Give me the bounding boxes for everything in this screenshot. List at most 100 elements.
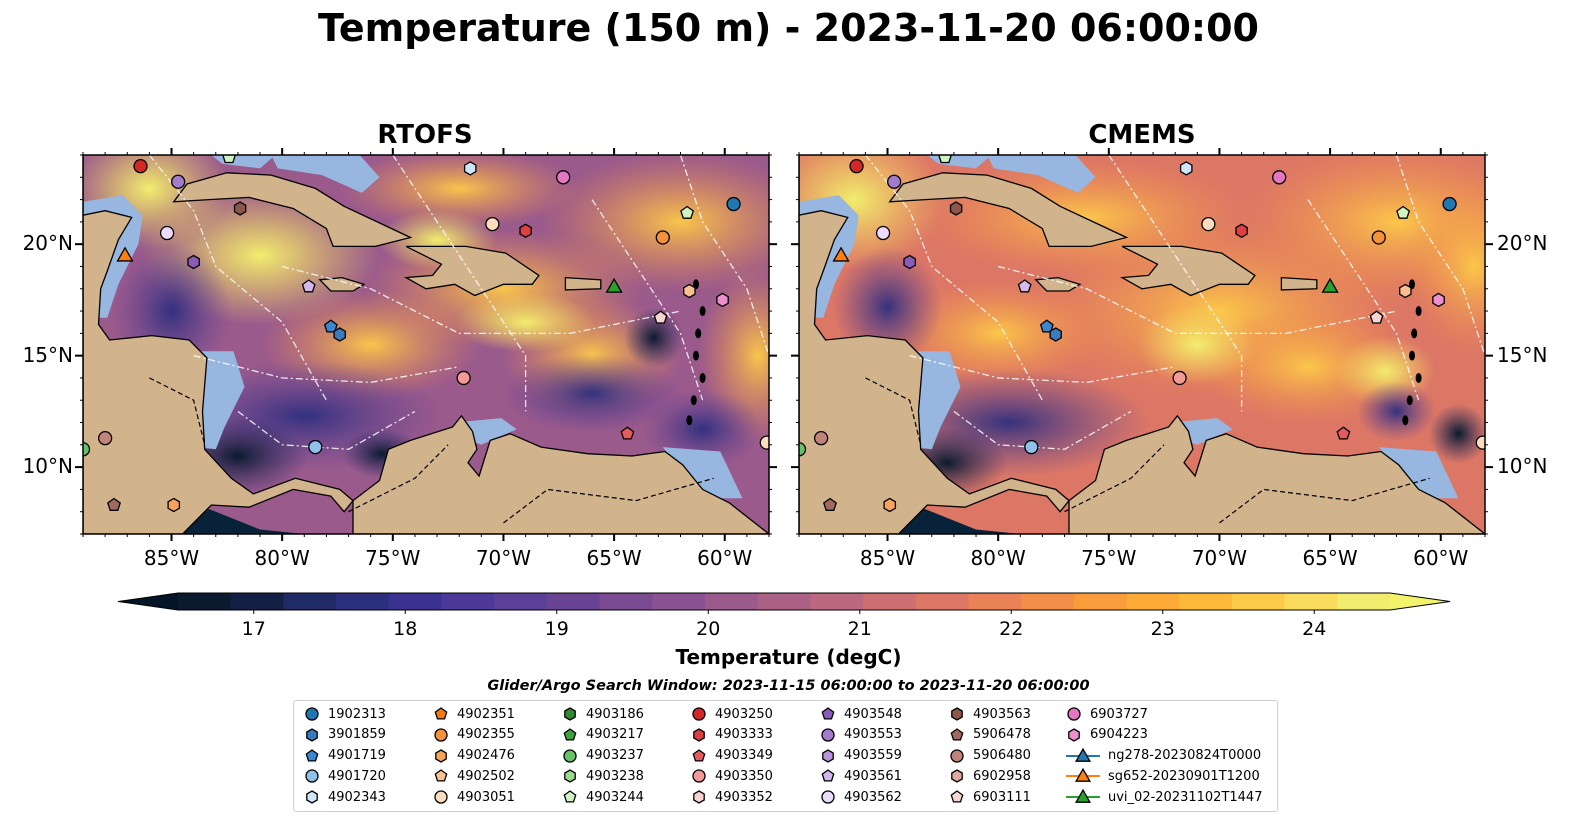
colorbar-extend-low	[118, 593, 178, 610]
float-marker-pentagon	[620, 426, 635, 440]
legend-label: 6903727	[1090, 706, 1148, 722]
float-marker-hexagon	[949, 201, 963, 216]
colorbar-segment	[704, 593, 759, 610]
float-marker-pentagon	[823, 497, 837, 511]
island	[699, 372, 706, 383]
island	[1402, 415, 1409, 426]
colorbar-segment	[968, 593, 1022, 610]
legend-marker-icon	[821, 728, 835, 742]
legend-marker-icon	[693, 790, 705, 804]
float-marker-hexagon	[716, 292, 729, 308]
map-frame	[798, 154, 1486, 535]
lon-tick-label: 70°W	[475, 546, 532, 570]
legend-item: 4903553	[820, 725, 902, 745]
legend-label: 3901859	[328, 727, 386, 743]
float-marker-circle	[849, 158, 864, 174]
legend-label: 4903562	[844, 789, 902, 805]
float-marker-circle	[456, 370, 471, 386]
float-marker-circle	[556, 170, 571, 185]
eez-boundary	[998, 265, 1397, 335]
colorbar-extend-high	[1390, 593, 1450, 610]
legend-label: 4903553	[844, 727, 902, 743]
float-marker-pentagon	[1396, 205, 1411, 219]
colorbar-tick-label: 18	[393, 618, 418, 640]
legend-symbol-hexagon	[564, 707, 576, 721]
lon-tick-label: 60°W	[1413, 546, 1469, 570]
legend-item: 6902958	[949, 766, 1031, 786]
legend-marker-icon	[950, 748, 964, 763]
float-marker-circle	[171, 174, 186, 189]
legend-item: 4903352	[691, 787, 773, 807]
island	[1415, 306, 1422, 317]
legend-label: 4901719	[328, 748, 386, 764]
lon-tick-label: 65°W	[1302, 546, 1358, 570]
legend-item: sg652-20230901T1200	[1066, 766, 1260, 786]
legend-symbol-circle	[305, 707, 319, 721]
lat-tick-label: 10°N	[1497, 454, 1548, 479]
legend-marker-icon	[950, 790, 964, 803]
eez-boundary	[148, 155, 327, 401]
legend-marker-icon	[950, 727, 964, 741]
land-jamaica	[1034, 276, 1082, 292]
colorbar-segment	[863, 593, 917, 610]
legend-marker-icon	[951, 769, 963, 784]
legend-label: 6904223	[1090, 727, 1148, 743]
legend-item: 4902355	[433, 725, 515, 745]
float-marker-hexagon	[683, 283, 696, 299]
legend-label: 4902502	[457, 768, 515, 784]
legend-label: ng278-20230824T0000	[1108, 748, 1262, 764]
lon-tick-label: 85°W	[859, 546, 916, 570]
legend-symbol-circle	[821, 790, 835, 804]
legend-marker-icon	[821, 707, 835, 720]
land-jamaica	[318, 276, 366, 292]
legend-symbol-hexagon	[951, 769, 963, 784]
float-marker-pentagon	[653, 310, 668, 324]
legend-item: 4903186	[562, 704, 644, 724]
legend-symbol-triangle-line	[1074, 788, 1092, 804]
legend-label: 4903563	[973, 706, 1031, 722]
country-border	[1219, 477, 1430, 524]
map-panel-cmems	[791, 148, 1493, 541]
colorbar-segment	[652, 593, 706, 610]
legend-label: 4903333	[715, 727, 773, 743]
lat-tick-label: 20°N	[1497, 231, 1548, 256]
float-marker-hexagon	[1179, 161, 1193, 176]
float-marker-pentagon	[107, 497, 121, 511]
legend-item: 4903250	[691, 704, 773, 724]
legend-symbol-circle	[305, 769, 319, 784]
legend-marker-icon	[563, 790, 577, 803]
legend-marker-icon	[693, 728, 705, 742]
float-marker-circle	[159, 225, 175, 241]
colorbar-tick-label: 20	[696, 618, 721, 640]
lat-tick-label: 10°N	[22, 454, 73, 479]
legend-symbol-circle	[1067, 707, 1081, 721]
float-marker-circle	[1475, 435, 1485, 450]
legend-marker-icon	[822, 748, 834, 763]
colorbar-segment	[230, 593, 284, 610]
legend-item: 4903051	[433, 787, 515, 807]
figure-title: Temperature (150 m) - 2023-11-20 06:00:0…	[317, 6, 1259, 50]
float-marker-circle	[1201, 216, 1216, 232]
float-marker-triangle	[116, 246, 134, 262]
legend-marker-icon	[1066, 747, 1100, 762]
lon-tick-label: 85°W	[143, 546, 200, 570]
panel-title-rtofs: RTOFS	[377, 120, 473, 150]
lon-tick-label: 80°W	[970, 546, 1026, 570]
float-marker-circle	[875, 225, 891, 241]
legend-item: 6903727	[1066, 704, 1148, 724]
float-marker-pentagon	[323, 319, 338, 333]
island	[690, 395, 697, 406]
legend-label: 4903350	[715, 768, 773, 784]
colorbar-tick-label: 22	[999, 618, 1024, 640]
legend-label: 5906480	[973, 748, 1031, 764]
colorbar-segment	[1073, 593, 1128, 610]
eez-boundary	[193, 354, 460, 384]
legend-marker-icon	[692, 769, 706, 784]
legend-symbol-circle	[692, 707, 706, 721]
float-marker-circle	[726, 196, 741, 212]
float-marker-hexagon	[519, 223, 532, 239]
colorbar-segment	[546, 593, 601, 610]
legend-item: 4903217	[562, 725, 644, 745]
country-border	[503, 477, 714, 524]
